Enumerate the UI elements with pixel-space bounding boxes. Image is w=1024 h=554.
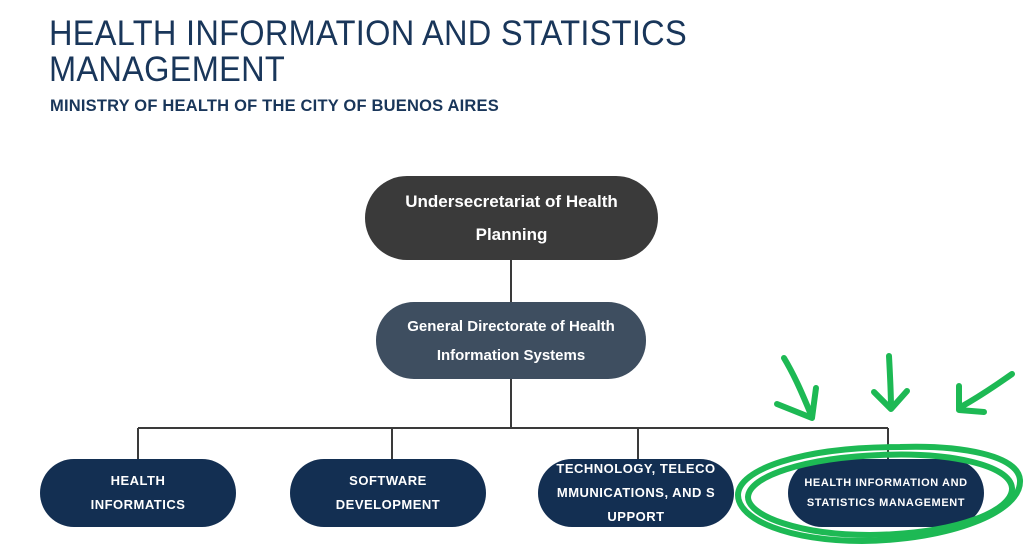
- node-health-information-statistics: HEALTH INFORMATION AND STATISTICS MANAGE…: [788, 459, 984, 527]
- node-general-directorate: General Directorate of Health Informatio…: [376, 302, 646, 379]
- node-undersecretariat-label: Undersecretariat of Health Planning: [405, 192, 618, 244]
- node-health-information-statistics-label: HEALTH INFORMATION AND STATISTICS MANAGE…: [804, 477, 968, 509]
- node-general-directorate-label: General Directorate of Health Informatio…: [407, 317, 615, 364]
- node-health-informatics-label: HEALTH INFORMATICS: [90, 473, 186, 512]
- node-technology-support-label: TECHNOLOGY, TELECOMMUNICATIONS, AND SUPP…: [556, 461, 716, 524]
- node-health-informatics: HEALTH INFORMATICS: [40, 459, 236, 527]
- node-technology-support: TECHNOLOGY, TELECOMMUNICATIONS, AND SUPP…: [538, 459, 734, 527]
- node-undersecretariat: Undersecretariat of Health Planning: [365, 176, 658, 260]
- page-title: HEALTH INFORMATION AND STATISTICS MANAGE…: [49, 14, 687, 89]
- node-software-development-label: SOFTWARE DEVELOPMENT: [335, 473, 441, 512]
- node-software-development: SOFTWARE DEVELOPMENT: [290, 459, 486, 527]
- page-subtitle: MINISTRY OF HEALTH OF THE CITY OF BUENOS…: [50, 97, 499, 115]
